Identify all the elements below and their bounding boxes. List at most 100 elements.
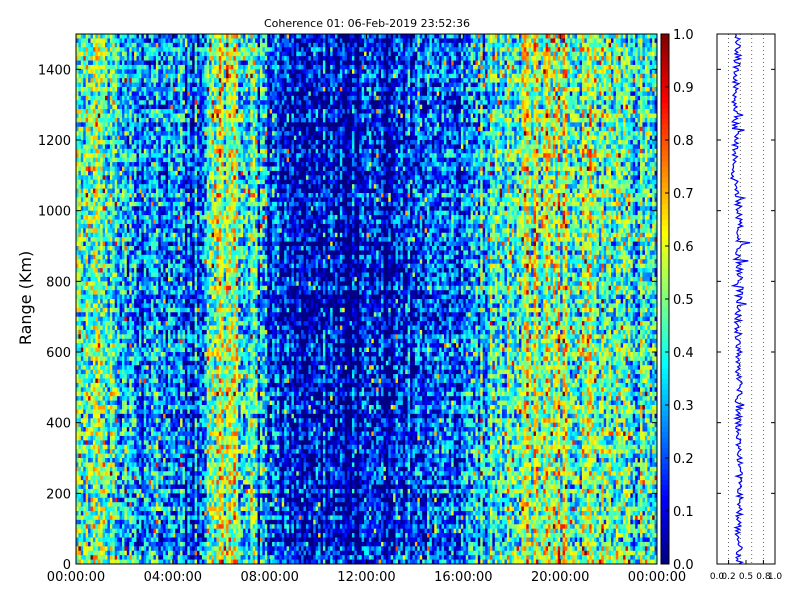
heatmap-cell [161, 114, 164, 119]
heatmap-cell [173, 507, 176, 512]
heatmap-cell [137, 352, 140, 357]
heatmap-cell [86, 237, 89, 242]
heatmap-cell [146, 449, 149, 454]
heatmap-cell [129, 290, 132, 295]
heatmap-cell [91, 215, 94, 220]
heatmap-cell [107, 246, 110, 251]
heatmap-cell [83, 454, 86, 459]
heatmap-cell [163, 242, 166, 247]
heatmap-cell [88, 432, 91, 437]
heatmap-cell [95, 136, 98, 141]
heatmap-cell [78, 356, 81, 361]
heatmap-cell [153, 131, 156, 136]
heatmap-cell [153, 546, 156, 551]
heatmap-cell [163, 114, 166, 119]
heatmap-cell [166, 449, 169, 454]
heatmap-cell [137, 440, 140, 445]
heatmap-cell [91, 432, 94, 437]
heatmap-cell [139, 69, 142, 74]
heatmap-cell [170, 374, 173, 379]
heatmap-cell [170, 100, 173, 105]
heatmap-cell [105, 401, 108, 406]
heatmap-cell [173, 246, 176, 251]
heatmap-cell [170, 180, 173, 185]
heatmap-cell [124, 299, 127, 304]
heatmap-cell [166, 418, 169, 423]
heatmap-cell [83, 480, 86, 485]
heatmap-cell [83, 427, 86, 432]
heatmap-cell [163, 211, 166, 216]
heatmap-cell [88, 352, 91, 357]
heatmap-cell [88, 43, 91, 48]
heatmap-cell [153, 445, 156, 450]
heatmap-cell [146, 52, 149, 57]
heatmap-cell [112, 91, 115, 96]
heatmap-cell [91, 189, 94, 194]
heatmap-cell [105, 317, 108, 322]
heatmap-cell [86, 47, 89, 52]
heatmap-cell [115, 352, 118, 357]
heatmap-cell [166, 308, 169, 313]
y-axis-label: Range (Km) [16, 251, 35, 345]
heatmap-cell [127, 237, 130, 242]
heatmap-cell [100, 255, 103, 260]
heatmap-cell [117, 515, 120, 520]
heatmap-cell [139, 202, 142, 207]
heatmap-cell [105, 454, 108, 459]
heatmap-cell [93, 228, 96, 233]
heatmap-cell [81, 122, 84, 127]
heatmap-cell [117, 330, 120, 335]
heatmap-cell [175, 91, 178, 96]
heatmap-cell [139, 555, 142, 560]
heatmap-cell [153, 162, 156, 167]
heatmap-cell [100, 330, 103, 335]
heatmap-cell [91, 471, 94, 476]
heatmap-cell [103, 167, 106, 172]
heatmap-cell [127, 246, 130, 251]
heatmap-cell [81, 493, 84, 498]
heatmap-cell [151, 96, 154, 101]
heatmap-cell [88, 277, 91, 282]
heatmap-cell [83, 189, 86, 194]
heatmap-cell [127, 144, 130, 149]
heatmap-cell [127, 224, 130, 229]
heatmap-cell [110, 414, 113, 419]
heatmap-cell [163, 215, 166, 220]
heatmap-cell [156, 524, 159, 529]
heatmap-cell [86, 409, 89, 414]
heatmap-cell [81, 78, 84, 83]
heatmap-cell [168, 189, 171, 194]
heatmap-cell [141, 379, 144, 384]
heatmap-cell [122, 383, 125, 388]
heatmap-cell [78, 555, 81, 560]
heatmap-cell [168, 175, 171, 180]
heatmap-cell [98, 290, 101, 295]
heatmap-cell [83, 308, 86, 313]
heatmap-cell [137, 211, 140, 216]
heatmap-cell [158, 184, 161, 189]
heatmap-cell [129, 211, 132, 216]
heatmap-cell [103, 348, 106, 353]
heatmap-cell [153, 383, 156, 388]
heatmap-cell [83, 449, 86, 454]
heatmap-cell [120, 250, 123, 255]
heatmap-cell [98, 61, 101, 66]
heatmap-cell [98, 38, 101, 43]
heatmap-cell [105, 303, 108, 308]
heatmap-cell [151, 184, 154, 189]
heatmap-cell [153, 405, 156, 410]
heatmap-cell [86, 56, 89, 61]
heatmap-cell [144, 233, 147, 238]
heatmap-cell [100, 184, 103, 189]
heatmap-cell [144, 273, 147, 278]
heatmap-cell [127, 286, 130, 291]
heatmap-cell [100, 387, 103, 392]
heatmap-cell [100, 555, 103, 560]
heatmap-cell [137, 74, 140, 79]
heatmap-cell [98, 189, 101, 194]
heatmap-cell [120, 246, 123, 251]
heatmap-cell [93, 47, 96, 52]
heatmap-cell [137, 255, 140, 260]
heatmap-cell [141, 295, 144, 300]
heatmap-cell [107, 440, 110, 445]
